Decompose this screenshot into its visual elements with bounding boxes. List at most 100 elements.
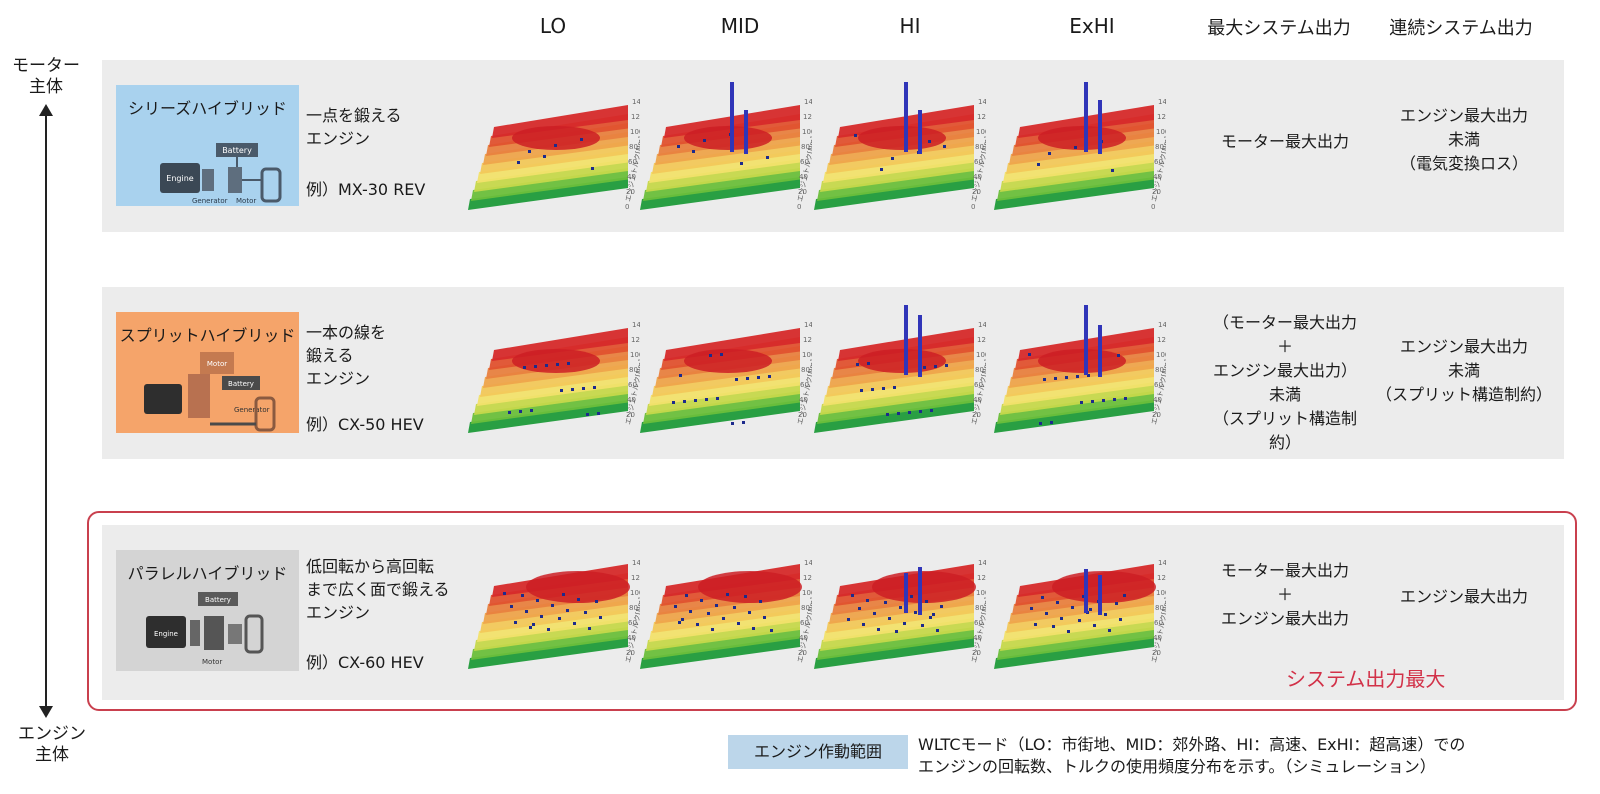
usage-point (1087, 374, 1090, 377)
tick-label: 120 (631, 113, 640, 121)
tick-label: 60 (800, 619, 809, 627)
tick-label: 140 (1158, 559, 1166, 567)
usage-point (514, 621, 517, 624)
usage-point (510, 605, 513, 608)
usage-point (536, 599, 539, 602)
tick-label: 60 (800, 381, 809, 389)
tick-label: 20 (972, 649, 981, 657)
tick-label: 140 (978, 559, 986, 567)
usage-point (731, 422, 734, 425)
usage-point (847, 618, 850, 621)
tick-label: 60 (974, 619, 983, 627)
usage-bar (1084, 82, 1088, 152)
diagram-label: Motor (207, 360, 227, 368)
usage-point (899, 606, 902, 609)
row-description: 一点を鍛える エンジン (306, 106, 402, 149)
heatmap-hotspot (1052, 571, 1156, 603)
usage-point (888, 617, 891, 620)
usage-point (1041, 596, 1044, 599)
usage-point (532, 623, 535, 626)
usage-point (1091, 400, 1094, 403)
usage-point (1115, 602, 1118, 605)
usage-point (726, 593, 729, 596)
tick-label: 100 (976, 589, 986, 597)
tick-label: 120 (1157, 574, 1166, 582)
usage-point (551, 604, 554, 607)
usage-point (1067, 630, 1070, 633)
usage-point (529, 626, 532, 629)
engine-usage-heatmap: 14012010080604020エンジントルク[Nm] (468, 321, 640, 433)
usage-point (543, 155, 546, 158)
legend-line-2: エンジンの回転数、トルクの使用頻度分布を示す。（シミュレーション） (918, 756, 1436, 776)
tick-label: 40 (799, 396, 808, 404)
tick-label: 60 (628, 381, 637, 389)
engine-usage-heatmap: 14012010080604020エンジントルク[Nm] (640, 559, 812, 669)
tick-label: 60 (800, 158, 809, 166)
usage-point (694, 399, 697, 402)
usage-point (1065, 376, 1068, 379)
tick-label: 40 (627, 396, 636, 404)
tick-label: 120 (977, 336, 986, 344)
tick-label: 120 (631, 574, 640, 582)
tick-label: 20 (1152, 649, 1161, 657)
usage-point (932, 613, 935, 616)
usage-point (1034, 623, 1037, 626)
heatmap-hotspot (526, 571, 630, 603)
column-header-exhi: ExHI (1069, 14, 1115, 38)
tick-label: 100 (630, 351, 640, 359)
hybrid-type-title: シリーズハイブリッド (128, 99, 287, 118)
row-example-model: 例）CX-60 HEV (306, 653, 424, 672)
usage-point (1104, 613, 1107, 616)
usage-point (677, 145, 680, 148)
column-header-lo: LO (539, 14, 567, 38)
engine-usage-heatmap: 14012010080604020エンジントルク[Nm] (640, 321, 812, 433)
powertrain-diagram: Battery Engine Motor (146, 592, 264, 666)
usage-point (715, 604, 718, 607)
usage-point (1123, 594, 1126, 597)
row-description: 一本の線を 鍛える エンジン (306, 323, 387, 389)
usage-point (517, 161, 520, 164)
usage-point (1030, 607, 1033, 610)
usage-point (895, 630, 898, 633)
usage-point (556, 363, 559, 366)
usage-point (685, 594, 688, 597)
continuous-system-output: エンジン最大出力 未満 （電気変換ロス） (1399, 106, 1528, 173)
usage-point (923, 366, 926, 369)
usage-point (560, 389, 563, 392)
usage-bar (1084, 569, 1088, 613)
usage-point (854, 134, 857, 137)
hybrid-type-title: スプリットハイブリッド (119, 326, 296, 345)
tick-label: 140 (632, 559, 640, 567)
max-system-output: （モーター最大出力 ＋ エンジン最大出力） 未満 （スプリット構造制約） (1212, 313, 1357, 452)
usage-point (567, 362, 570, 365)
usage-point (1078, 619, 1081, 622)
tick-label: 20 (798, 649, 807, 657)
heatmap-hotspot (858, 349, 946, 373)
heatmap-band (814, 636, 974, 669)
usage-point (1082, 595, 1085, 598)
usage-point (940, 605, 943, 608)
usage-point (547, 628, 550, 631)
usage-point (696, 623, 699, 626)
tick-label: 140 (1158, 321, 1166, 329)
usage-point (678, 621, 681, 624)
usage-point (884, 601, 887, 604)
usage-point (936, 629, 939, 632)
usage-point (1054, 377, 1057, 380)
usage-point (1048, 152, 1051, 155)
legend-description: WLTCモード（LO：市街地、MID：郊外路、HI：高速、ExHI：超高速）での… (918, 734, 1465, 777)
usage-point (1045, 612, 1048, 615)
usage-point (586, 413, 589, 416)
tick-label: 40 (1153, 634, 1162, 642)
tick-label: 140 (1158, 98, 1166, 106)
tick-label: 40 (1153, 173, 1162, 181)
usage-point (860, 389, 863, 392)
tick-label: 20 (798, 188, 807, 196)
heatmap-hotspot (684, 349, 772, 373)
usage-point (1028, 353, 1031, 356)
usage-point (746, 377, 749, 380)
usage-point (681, 618, 684, 621)
tick-label: 80 (629, 143, 638, 151)
usage-point (1111, 169, 1114, 172)
tick-label: 60 (974, 158, 983, 166)
